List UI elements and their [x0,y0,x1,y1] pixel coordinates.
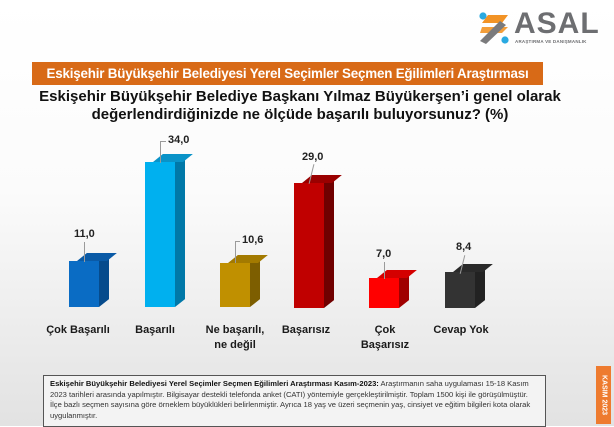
bar-value: 8,4 [456,241,472,253]
bar-ne-basarili-ne-degil [220,255,268,307]
logo-wordmark: ASAL [514,7,600,40]
category-label: Başarılı [135,324,175,336]
asal-logo-mark-icon [479,12,509,44]
question-line-2: değerlendirdiğinizde ne ölçüde başarılı … [91,106,509,123]
bar-value: 29,0 [302,151,324,163]
methodology-note-text: Araştırmanın saha uygulaması 15-18 Kasım… [50,379,531,420]
category-label: Çok Başarısız [360,324,410,351]
date-badge-text: KASIM 2023 [600,374,607,416]
bar-basarili [145,154,193,307]
asal-logo: ASAL ARAŞTIRMA VE DANIŞMANLIK [478,7,599,51]
chart-question: Eskişehir Büyükşehir Belediye Başkanı Yı… [20,88,580,124]
methodology-note-heading: Eskişehir Büyükşehir Belediyesi Yerel Se… [50,379,379,388]
category-label: Ne başarılı, ne değil [205,324,265,351]
methodology-note: Eskişehir Büyükşehir Belediyesi Yerel Se… [43,375,546,427]
survey-title-banner: Eskişehir Büyükşehir Belediyesi Yerel Se… [32,62,543,85]
category-label: Cevap Yok [433,324,489,336]
bar-basarisiz [294,175,342,308]
bar-cevap-yok [445,264,493,308]
bar-value: 34,0 [168,134,190,146]
bar-cok-basarisiz [369,270,417,308]
logo-subtitle: ARAŞTIRMA VE DANIŞMANLIK [515,39,587,44]
bar-value: 7,0 [376,248,392,260]
category-label: Çok Başarılı [46,324,110,336]
category-label: Başarısız [281,324,331,336]
bar-cok-basarili [69,253,117,307]
bar-value: 10,6 [242,234,264,246]
date-badge: KASIM 2023 [596,366,611,424]
bar-value: 11,0 [74,228,95,240]
question-line-1: Eskişehir Büyükşehir Belediye Başkanı Yı… [39,88,561,105]
